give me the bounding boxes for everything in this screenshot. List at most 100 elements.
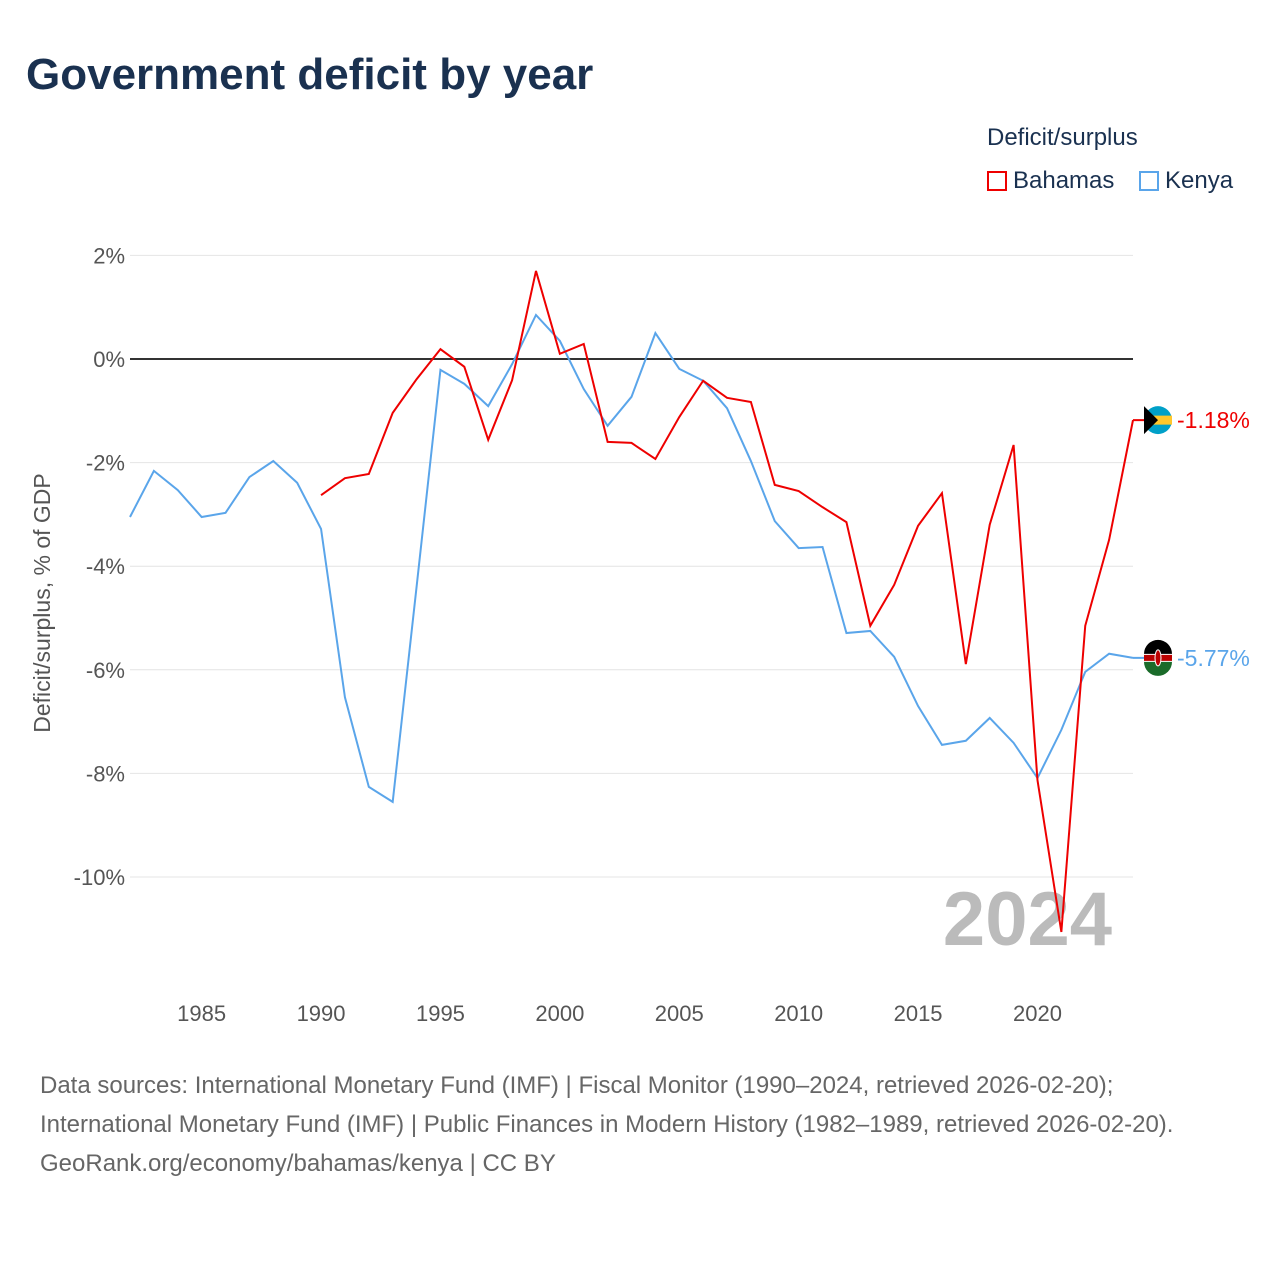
data-point[interactable] <box>150 467 158 475</box>
data-point[interactable] <box>795 487 803 495</box>
data-point[interactable] <box>771 517 779 525</box>
data-point[interactable] <box>842 629 850 637</box>
data-point[interactable] <box>1057 726 1065 734</box>
data-point[interactable] <box>747 457 755 465</box>
end-value-label: -5.77% <box>1177 645 1250 671</box>
y-tick-label: 0% <box>93 347 125 372</box>
data-point[interactable] <box>1105 536 1113 544</box>
source-link[interactable]: GeoRank.org/economy/bahamas/kenya | CC B… <box>40 1150 556 1177</box>
data-point[interactable] <box>747 398 755 406</box>
data-point[interactable] <box>556 350 564 358</box>
data-point[interactable] <box>532 311 540 319</box>
legend-label: Kenya <box>1165 167 1234 194</box>
data-point[interactable] <box>866 622 874 630</box>
data-point[interactable] <box>628 439 636 447</box>
data-point[interactable] <box>126 513 134 521</box>
data-point[interactable] <box>245 473 253 481</box>
y-axis-label: Deficit/surplus, % of GDP <box>29 473 55 732</box>
data-point[interactable] <box>651 455 659 463</box>
legend-item-bahamas[interactable]: Bahamas <box>987 167 1114 195</box>
data-point[interactable] <box>962 737 970 745</box>
source-text: Data sources: International Monetary Fun… <box>40 1072 1174 1138</box>
data-point[interactable] <box>460 380 468 388</box>
data-point[interactable] <box>389 409 397 417</box>
data-point[interactable] <box>962 660 970 668</box>
data-point[interactable] <box>460 363 468 371</box>
data-point[interactable] <box>986 521 994 529</box>
legend-swatch-bahamas <box>987 171 1007 191</box>
flag-icon-bahamas <box>1144 406 1172 435</box>
data-point[interactable] <box>436 345 444 353</box>
legend-item-kenya[interactable]: Kenya <box>1139 167 1233 195</box>
data-point[interactable] <box>532 267 540 275</box>
legend-label: Bahamas <box>1013 167 1115 194</box>
data-point[interactable] <box>1081 622 1089 630</box>
data-point[interactable] <box>1105 650 1113 658</box>
data-point[interactable] <box>914 702 922 710</box>
data-point[interactable] <box>365 783 373 791</box>
end-value-label: -1.18% <box>1177 407 1250 433</box>
data-point[interactable] <box>771 481 779 489</box>
data-point[interactable] <box>842 518 850 526</box>
data-point[interactable] <box>1033 776 1041 784</box>
data-point[interactable] <box>413 375 421 383</box>
series-line-bahamas <box>320 270 1134 933</box>
data-point[interactable] <box>938 741 946 749</box>
data-point[interactable] <box>389 798 397 806</box>
y-tick-label: -10% <box>74 865 125 890</box>
data-point[interactable] <box>293 479 301 487</box>
data-point[interactable] <box>508 376 516 384</box>
sources: Data sources: International Monetary Fun… <box>40 1066 1240 1183</box>
data-point[interactable] <box>723 394 731 402</box>
data-point[interactable] <box>580 385 588 393</box>
data-point[interactable] <box>675 365 683 373</box>
data-point[interactable] <box>675 413 683 421</box>
data-point[interactable] <box>723 404 731 412</box>
data-point[interactable] <box>819 503 827 511</box>
page-title: Government deficit by year <box>26 50 594 99</box>
data-point[interactable] <box>795 544 803 552</box>
x-tick-label: 1985 <box>177 1001 226 1026</box>
data-point[interactable] <box>890 581 898 589</box>
data-point[interactable] <box>413 583 421 591</box>
data-point[interactable] <box>365 470 373 478</box>
data-point[interactable] <box>341 693 349 701</box>
x-tick-label: 1995 <box>416 1001 465 1026</box>
data-point[interactable] <box>484 402 492 410</box>
data-point[interactable] <box>1057 928 1065 936</box>
legend-title: Deficit/surplus <box>987 124 1138 151</box>
year-watermark: 2024 <box>943 877 1112 962</box>
data-point[interactable] <box>699 377 707 385</box>
data-point[interactable] <box>1010 739 1018 747</box>
y-tick-label: 2% <box>93 243 125 268</box>
data-point[interactable] <box>914 522 922 530</box>
data-point[interactable] <box>986 714 994 722</box>
x-tick-label: 2015 <box>894 1001 943 1026</box>
y-tick-label: -6% <box>86 658 125 683</box>
data-point[interactable] <box>651 329 659 337</box>
data-point[interactable] <box>269 457 277 465</box>
series-line-kenya <box>129 313 1134 804</box>
data-point[interactable] <box>1010 441 1018 449</box>
data-point[interactable] <box>317 491 325 499</box>
data-point[interactable] <box>819 543 827 551</box>
data-point[interactable] <box>317 525 325 533</box>
line-chart: 2% 0% -2% -4% -6% -8% -10% 1985 1990 1995 2000 2005… <box>29 243 1250 1026</box>
x-tick-label: 2020 <box>1013 1001 1062 1026</box>
data-point[interactable] <box>222 509 230 517</box>
data-point[interactable] <box>341 474 349 482</box>
data-point[interactable] <box>580 340 588 348</box>
data-point[interactable] <box>604 438 612 446</box>
data-point[interactable] <box>938 489 946 497</box>
data-point[interactable] <box>628 393 636 401</box>
data-point[interactable] <box>890 653 898 661</box>
x-tick-label: 2000 <box>535 1001 584 1026</box>
x-tick-label: 1990 <box>297 1001 346 1026</box>
data-point[interactable] <box>174 486 182 494</box>
data-point[interactable] <box>436 366 444 374</box>
data-point[interactable] <box>198 513 206 521</box>
data-point[interactable] <box>484 436 492 444</box>
x-tick-label: 2005 <box>655 1001 704 1026</box>
y-tick-label: -2% <box>86 451 125 476</box>
